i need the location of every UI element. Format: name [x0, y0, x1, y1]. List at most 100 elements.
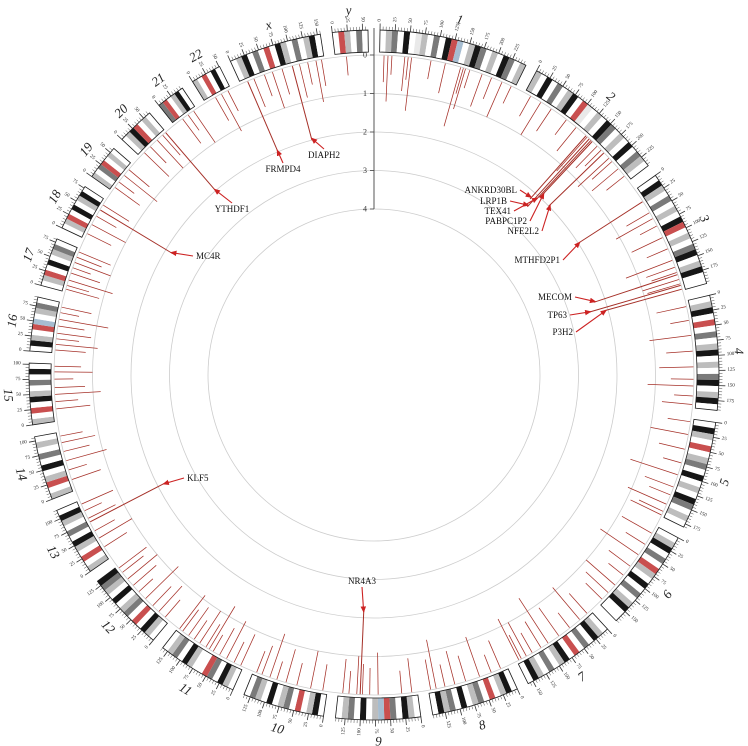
variant-stem-chr5 — [627, 486, 667, 505]
minor-tick-chr6 — [664, 561, 668, 564]
variant-stem-chr8 — [483, 654, 492, 673]
major-tick-chr2 — [587, 98, 592, 105]
gene-stem-MTHFD2P1 — [577, 201, 643, 244]
minor-tick-chr7 — [581, 650, 585, 654]
chromosome-label-14: 14 — [13, 466, 31, 483]
variant-stem-chr11 — [179, 595, 206, 629]
minor-tick-chr21 — [176, 87, 179, 91]
major-tick-chr11 — [163, 651, 168, 657]
minor-tick-chr18 — [66, 209, 71, 212]
variant-stem-chrx — [307, 62, 313, 85]
ideogram-band-chr10 — [311, 692, 322, 716]
ideogram-band-chr10 — [254, 678, 268, 701]
ideogram-band-chr8 — [456, 685, 468, 709]
tick-label-chr1: 50 — [409, 18, 415, 24]
variant-stem-chr12 — [122, 555, 144, 573]
variant-stem-chr18 — [96, 216, 117, 228]
minor-tick-chr12 — [121, 613, 125, 616]
variant-stem-chr15 — [55, 399, 79, 402]
ideogram-band-chr12 — [104, 576, 126, 595]
ideogram-band-chry — [350, 30, 358, 53]
ideogram-outline-chr22 — [191, 65, 230, 101]
major-tick-chr22 — [215, 60, 220, 67]
minor-tick-chr12 — [141, 632, 145, 636]
tick-label-chr5: 100 — [709, 482, 718, 489]
major-tick-chr10 — [247, 696, 251, 704]
minor-tick-chrx — [319, 30, 321, 35]
tick-label-chr20: 50 — [133, 107, 140, 114]
ideogram-band-chr5 — [684, 458, 708, 471]
ideogram-band-chrx — [230, 58, 245, 82]
variant-stem-chr16 — [55, 349, 86, 353]
ideogram-band-chr17 — [52, 243, 76, 258]
chromosome-label-10: 10 — [269, 719, 286, 737]
variant-stem-chr17 — [71, 272, 101, 284]
minor-tick-chr2 — [594, 106, 597, 110]
tick-label-chr3: 0 — [661, 167, 666, 173]
variant-stem-chr3 — [651, 272, 677, 282]
minor-tick-chr11 — [170, 654, 173, 658]
minor-tick-chr12 — [105, 594, 109, 598]
ideogram-band-chr4 — [696, 373, 720, 380]
minor-tick-chr10 — [286, 708, 288, 713]
ideogram-band-chr2 — [574, 104, 593, 126]
variant-stem-chr11 — [233, 641, 245, 663]
ideogram-band-chr16 — [30, 334, 54, 343]
minor-tick-chr11 — [172, 656, 176, 660]
major-tick-chr13 — [61, 532, 68, 536]
minor-tick-chr6 — [627, 609, 630, 612]
ideogram-band-chr6 — [623, 575, 645, 594]
tick-label-chr1: 0 — [378, 19, 383, 22]
ideogram-band-chr6 — [656, 527, 679, 544]
ideogram-band-chr16 — [32, 318, 56, 328]
major-tick-chr10 — [291, 710, 295, 717]
chromosome-label-4: 4 — [731, 347, 746, 355]
chromosome-label-y: y — [343, 2, 352, 18]
major-tick-chrx — [270, 38, 274, 46]
ideogram-outline-chr13 — [56, 501, 110, 573]
ideogram-band-chr7 — [523, 658, 539, 681]
minor-tick-chr16 — [33, 299, 38, 301]
minor-tick-chr10 — [254, 699, 257, 703]
minor-tick-chr19 — [99, 159, 103, 163]
tick-label-chr10: 0 — [319, 724, 324, 728]
variant-stem-chr1 — [405, 57, 409, 80]
tick-label-chr8: 125 — [445, 720, 452, 729]
tick-label-chr15: 75 — [15, 377, 21, 382]
tick-label-chr11: 100 — [169, 665, 178, 674]
tick-label-chr5: 175 — [692, 525, 701, 533]
minor-tick-chr2 — [645, 159, 649, 163]
ideogram-band-chr13 — [69, 526, 92, 542]
ideogram-band-chr16 — [29, 345, 53, 353]
ideogram-band-chr15 — [28, 374, 52, 380]
minor-tick-chr14 — [38, 467, 42, 469]
ideogram-band-chr8 — [477, 679, 490, 702]
minor-tick-chr12 — [130, 621, 134, 625]
minor-tick-chr3 — [689, 234, 694, 237]
minor-tick-chr1 — [475, 41, 477, 46]
ideogram-band-chr3 — [643, 185, 666, 203]
variant-stem-chr18 — [87, 233, 112, 246]
tick-label-chr13: 50 — [61, 548, 68, 555]
variant-stem-chr18 — [103, 204, 130, 222]
tick-label-chr15: 100 — [13, 361, 21, 366]
ideogram-band-chr11 — [167, 633, 185, 655]
variant-stem-chr5 — [630, 499, 662, 516]
tick-label-chr2: 25 — [552, 65, 559, 72]
minor-tick-chr12 — [132, 623, 136, 627]
minor-tick-chr6 — [660, 566, 665, 569]
minor-tick-chr12 — [146, 636, 149, 640]
minor-tick-chr18 — [62, 217, 67, 220]
minor-tick-chr5 — [687, 518, 692, 520]
major-tick-chr13 — [54, 518, 61, 522]
major-tick-chr3 — [663, 184, 670, 189]
minor-tick-chr13 — [54, 512, 58, 515]
major-tick-chr8 — [459, 708, 463, 716]
ideogram-band-chr16 — [32, 323, 55, 333]
minor-tick-chr2 — [584, 99, 588, 103]
major-tick-chr12 — [125, 619, 132, 625]
tick-label-chr2: 125 — [603, 99, 612, 108]
ideogram-band-chr2 — [627, 160, 649, 180]
minor-tick-chr21 — [158, 100, 162, 104]
ideogram-band-chr2 — [551, 86, 569, 109]
